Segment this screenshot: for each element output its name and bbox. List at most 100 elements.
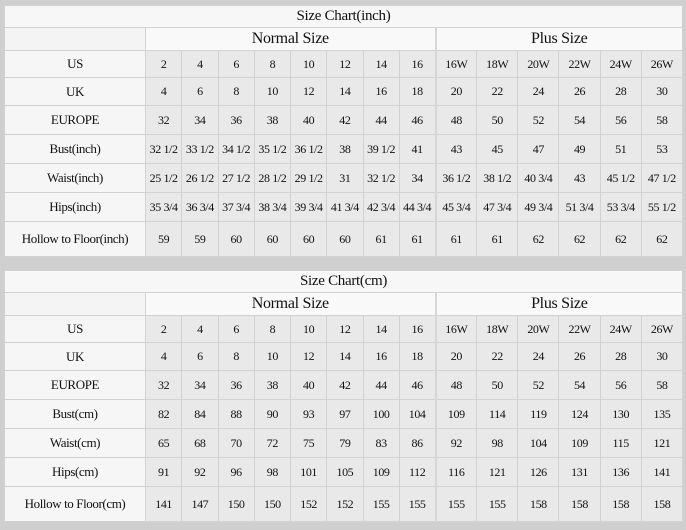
normal-size-header: Normal Size	[145, 292, 436, 316]
size-value-cell: 68	[181, 428, 219, 458]
size-value-cell: 16	[362, 77, 400, 106]
size-value-cell: 14	[326, 342, 364, 371]
normal-size-header: Normal Size	[145, 27, 436, 51]
size-value-cell: 84	[181, 399, 219, 429]
size-value-cell: 12	[326, 315, 364, 343]
size-value-cell: 158	[517, 486, 560, 522]
size-value-cell: 32 1/2	[362, 163, 400, 193]
size-value-cell: 79	[326, 428, 364, 458]
size-value-cell: 61	[362, 221, 400, 257]
size-value-cell: 51	[599, 134, 642, 164]
size-value-cell: 16	[398, 50, 437, 78]
size-value-cell: 36	[217, 370, 255, 400]
size-value-cell: 45 3/4	[434, 192, 478, 222]
row-label: UK	[4, 342, 146, 371]
size-value-cell: 112	[398, 457, 437, 487]
size-value-cell: 147	[181, 486, 219, 522]
title-row: Size Chart(inch)	[4, 5, 683, 28]
size-value-cell: 150	[217, 486, 255, 522]
title-row: Size Chart(cm)	[3, 270, 684, 293]
size-value-cell: 48	[434, 370, 478, 400]
size-value-cell: 12	[289, 342, 328, 371]
size-value-cell: 32	[144, 370, 183, 400]
size-value-cell: 101	[289, 457, 328, 487]
size-value-cell: 75	[289, 428, 328, 458]
size-value-cell: 8	[253, 315, 292, 343]
size-value-cell: 36 1/2	[289, 134, 328, 164]
size-value-cell: 141	[640, 457, 684, 487]
row-label: Waist(inch)	[4, 163, 146, 193]
size-value-cell: 47	[517, 134, 560, 164]
size-value-cell: 93	[289, 399, 328, 429]
size-value-cell: 25 1/2	[144, 163, 183, 193]
size-value-cell: 20W	[517, 50, 560, 78]
size-value-cell: 18	[398, 342, 437, 371]
size-value-cell: 114	[476, 399, 519, 429]
size-chart-cm-table: Size Chart(cm) Normal Size Plus Size US 2 4 6 8…	[3, 270, 684, 522]
size-value-cell: 40 3/4	[517, 163, 560, 193]
size-value-cell: 121	[476, 457, 519, 487]
size-value-cell: 48	[434, 105, 478, 135]
size-value-cell: 8	[253, 50, 292, 78]
row-label: EUROPE	[4, 370, 146, 400]
size-value-cell: 61	[434, 221, 478, 257]
size-chart-inch-table: Size Chart(inch) Normal Size Plus Size US 2 4…	[4, 5, 683, 257]
size-value-cell: 56	[599, 105, 642, 135]
size-value-cell: 49 3/4	[517, 192, 560, 222]
row-label: Hips(inch)	[4, 192, 146, 222]
size-value-cell: 22W	[558, 315, 601, 343]
row-label: Hollow to Floor(cm)	[4, 486, 146, 522]
size-value-cell: 150	[253, 486, 292, 522]
table-row: Hollow to Floor(cm) 141 147 150 150 152 152 155…	[4, 486, 684, 522]
table-row: Hips(inch) 35 3/4 36 3/4 37 3/4 38 3/4 39 3/4…	[4, 192, 683, 222]
size-value-cell: 34 1/2	[217, 134, 255, 164]
size-value-cell: 126	[517, 457, 560, 487]
size-value-cell: 130	[599, 399, 642, 429]
size-value-cell: 70	[217, 428, 255, 458]
size-value-cell: 2	[144, 315, 183, 343]
size-value-cell: 158	[640, 486, 684, 522]
size-value-cell: 40	[289, 105, 328, 135]
size-value-cell: 33 1/2	[181, 134, 219, 164]
chart-title: Size Chart(inch)	[4, 5, 683, 28]
size-value-cell: 44	[362, 105, 400, 135]
size-value-cell: 22W	[558, 50, 601, 78]
size-value-cell: 61	[476, 221, 519, 257]
size-value-cell: 28	[599, 77, 642, 106]
plus-size-header: Plus Size	[434, 27, 683, 51]
size-value-cell: 24W	[599, 315, 642, 343]
table-row: Waist(cm) 65 68 70 72 75 79 83 86 92 98 104 109 115 12…	[4, 428, 684, 458]
size-value-cell: 52	[517, 370, 560, 400]
size-value-cell: 28	[599, 342, 642, 371]
size-value-cell: 22	[476, 342, 519, 371]
size-value-cell: 50	[476, 370, 519, 400]
size-value-cell: 16W	[434, 315, 478, 343]
size-value-cell: 18	[398, 77, 437, 106]
size-value-cell: 62	[558, 221, 601, 257]
table-row: EUROPE 32 34 36 38 40 42 44 46 48 50 52 54 56 58	[4, 105, 683, 135]
size-value-cell: 36 1/2	[434, 163, 478, 193]
size-value-cell: 131	[558, 457, 601, 487]
size-value-cell: 155	[476, 486, 519, 522]
row-label: UK	[4, 77, 146, 106]
size-value-cell: 52	[517, 105, 560, 135]
size-value-cell: 115	[599, 428, 642, 458]
size-value-cell: 100	[362, 399, 400, 429]
size-value-cell: 158	[599, 486, 642, 522]
size-value-cell: 26	[558, 342, 601, 371]
size-value-cell: 82	[144, 399, 183, 429]
size-value-cell: 55 1/2	[640, 192, 683, 222]
size-value-cell: 65	[144, 428, 183, 458]
size-value-cell: 104	[398, 399, 437, 429]
size-value-cell: 60	[289, 221, 328, 257]
size-value-cell: 10	[289, 315, 328, 343]
size-value-cell: 121	[640, 428, 684, 458]
size-value-cell: 96	[217, 457, 255, 487]
size-value-cell: 136	[599, 457, 642, 487]
size-value-cell: 16W	[434, 50, 478, 78]
size-value-cell: 35 3/4	[144, 192, 183, 222]
size-value-cell: 62	[640, 221, 683, 257]
size-value-cell: 6	[181, 77, 219, 106]
size-value-cell: 98	[476, 428, 519, 458]
size-value-cell: 31	[326, 163, 364, 193]
